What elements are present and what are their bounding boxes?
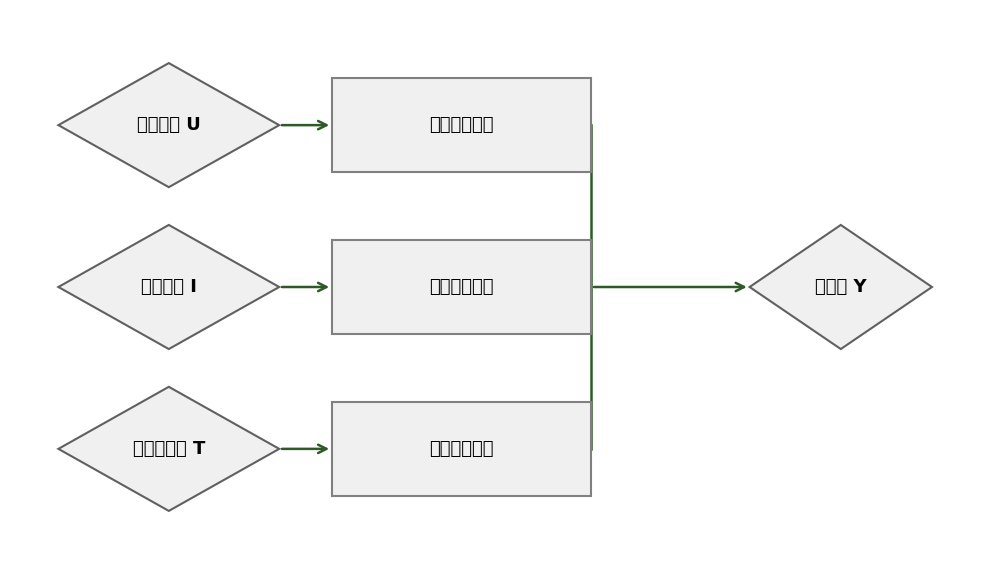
Text: 故障值 Y: 故障值 Y bbox=[815, 278, 867, 296]
Text: 电压信号算子: 电压信号算子 bbox=[429, 116, 494, 134]
Bar bbox=[332, 402, 591, 496]
Bar bbox=[332, 240, 591, 334]
Polygon shape bbox=[58, 63, 279, 187]
Polygon shape bbox=[750, 225, 932, 349]
Text: 最高温度算子: 最高温度算子 bbox=[429, 440, 494, 458]
Polygon shape bbox=[58, 225, 279, 349]
Polygon shape bbox=[58, 387, 279, 511]
Text: 最高温度值 T: 最高温度值 T bbox=[133, 440, 205, 458]
Text: 电压信号 U: 电压信号 U bbox=[137, 116, 201, 134]
Bar bbox=[332, 78, 591, 172]
Text: 电流信号算子: 电流信号算子 bbox=[429, 278, 494, 296]
Text: 电流信号 I: 电流信号 I bbox=[141, 278, 197, 296]
